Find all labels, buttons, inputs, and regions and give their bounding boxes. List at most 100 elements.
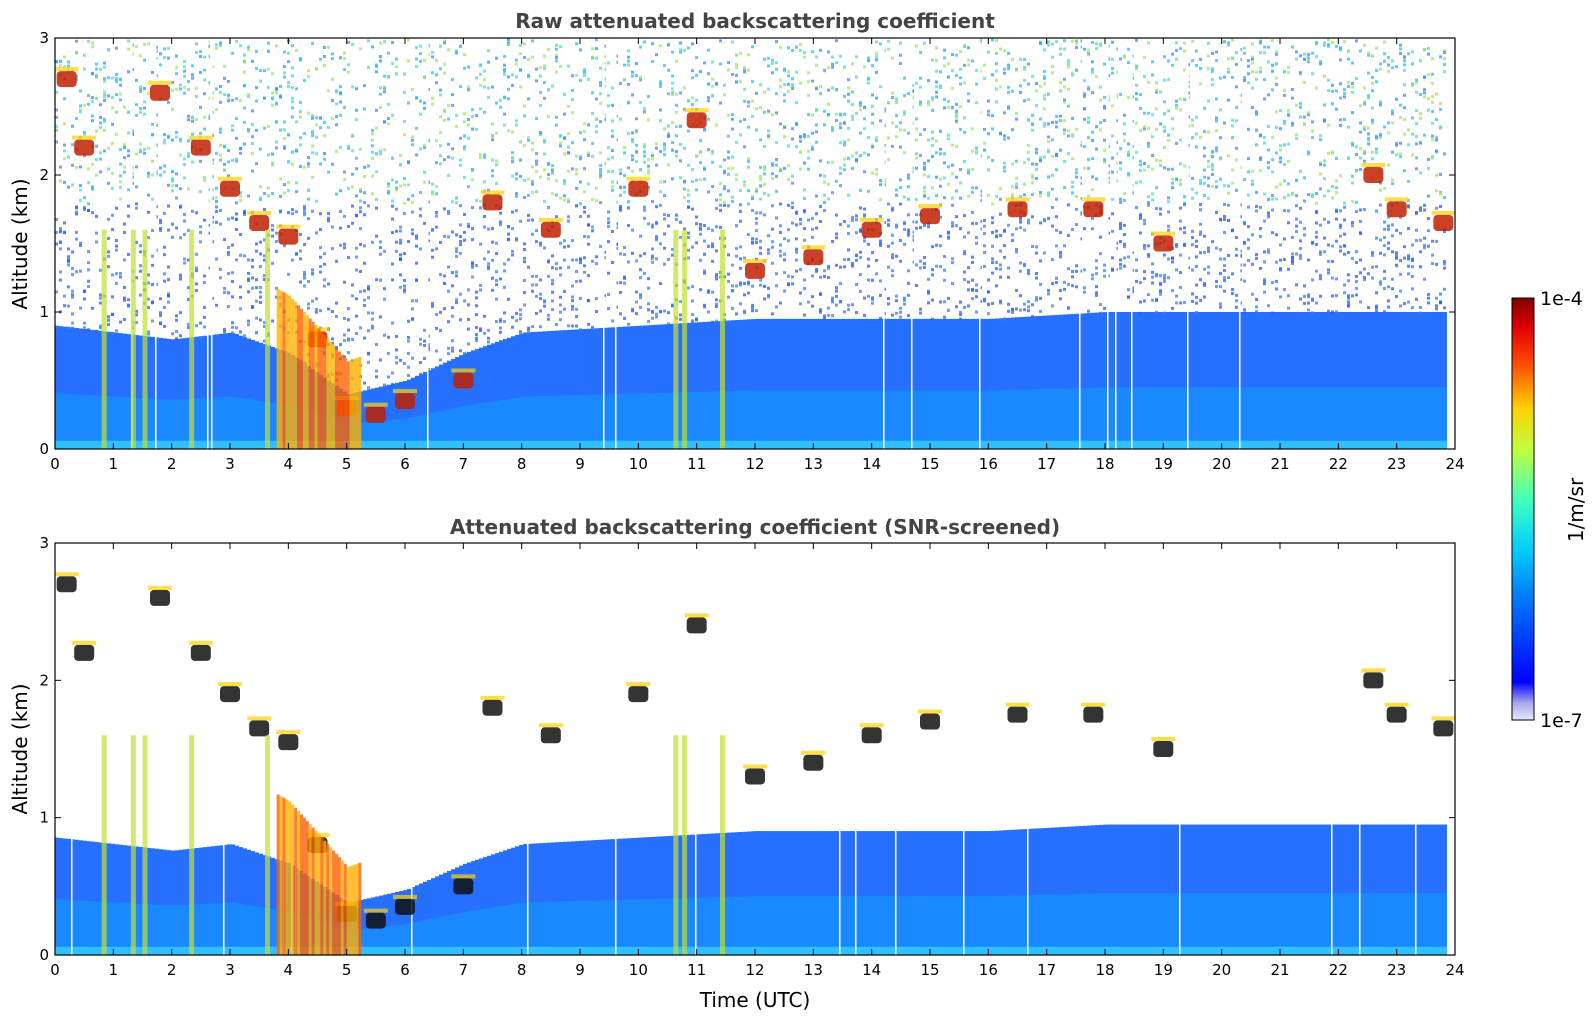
heatmap-column xyxy=(63,55,67,449)
cloud-mark-edge xyxy=(276,224,301,229)
heatmap-column xyxy=(519,844,523,955)
heatmap-column xyxy=(999,830,1003,955)
heatmap-column xyxy=(831,55,835,449)
heatmap-column xyxy=(635,837,639,955)
heatmap-column xyxy=(203,55,207,449)
cloud-mark-edge xyxy=(1361,163,1386,167)
heatmap-column xyxy=(555,43,559,449)
heatmap-column xyxy=(55,837,59,955)
heatmap-column xyxy=(407,38,411,449)
heatmap-column xyxy=(223,543,227,955)
heatmap-column xyxy=(1363,824,1367,955)
heatmap-column xyxy=(871,831,875,955)
cloud-mark xyxy=(920,208,940,225)
heatmap-streak xyxy=(130,229,136,449)
x-tick-label: 20 xyxy=(1212,961,1231,979)
heatmap-column xyxy=(67,60,71,449)
heatmap-column xyxy=(99,842,103,955)
heatmap-column xyxy=(127,39,131,449)
heatmap-column xyxy=(983,831,987,955)
heatmap-column xyxy=(171,850,175,955)
heatmap-column xyxy=(427,38,431,449)
heatmap-streak xyxy=(673,735,679,955)
heatmap-column xyxy=(235,39,239,449)
heatmap-column xyxy=(1359,543,1363,955)
heatmap-hot-strip xyxy=(349,866,353,955)
x-tick-label: 23 xyxy=(1387,455,1406,473)
heatmap-column xyxy=(891,831,895,955)
y-tick-label: 2 xyxy=(39,166,49,184)
heatmap-column xyxy=(1379,824,1383,955)
x-tick-label: 14 xyxy=(862,455,881,473)
heatmap-column xyxy=(1211,824,1215,955)
panel-raw-y-label: Altitude (km) xyxy=(8,178,32,309)
heatmap-column xyxy=(1103,62,1107,449)
cloud-mark xyxy=(220,180,240,197)
heatmap-column xyxy=(987,831,991,955)
x-tick-label: 17 xyxy=(1037,961,1056,979)
heatmap-column xyxy=(1247,824,1251,955)
heatmap-column xyxy=(227,844,231,955)
heatmap-column xyxy=(1259,824,1263,955)
heatmap-column xyxy=(215,845,219,955)
panel-raw-plot-area xyxy=(55,38,1455,449)
cloud-mark xyxy=(190,139,211,156)
heatmap-column xyxy=(251,59,255,449)
heatmap-column xyxy=(371,45,375,449)
heatmap-hot-strip xyxy=(314,325,318,449)
heatmap-column xyxy=(407,888,411,955)
heatmap-column xyxy=(119,844,123,955)
heatmap-column xyxy=(535,843,539,955)
heatmap-column xyxy=(415,45,419,449)
heatmap-column xyxy=(911,831,915,955)
cloud-mark-edge xyxy=(626,682,651,687)
heatmap-column xyxy=(567,64,571,449)
heatmap-column xyxy=(1423,824,1427,955)
heatmap-column xyxy=(447,870,451,955)
y-tick-label: 1 xyxy=(39,303,49,321)
heatmap-column xyxy=(1063,39,1067,449)
cloud-mark-edge xyxy=(55,572,79,577)
heatmap-column xyxy=(1243,824,1247,955)
heatmap-column xyxy=(1163,824,1167,955)
x-tick-label: 15 xyxy=(920,961,939,979)
cloud-mark xyxy=(249,214,270,231)
heatmap-column xyxy=(219,41,223,449)
x-tick-label: 18 xyxy=(1095,961,1114,979)
heatmap-column xyxy=(967,831,971,955)
heatmap-column xyxy=(411,88,415,449)
heatmap-column xyxy=(123,105,127,449)
heatmap-column xyxy=(151,848,155,955)
heatmap-column xyxy=(907,92,911,449)
panel-raw: Raw attenuated backscattering coefficien… xyxy=(8,9,1465,473)
heatmap-column xyxy=(475,76,479,449)
x-tick-label: 3 xyxy=(225,961,235,979)
panel-raw-x-ticks: 0 1 2 3 4 5 6 7 8 9 10 11 12 13 14 15 16 17 18 19 20 21 22 23 24 xyxy=(50,38,1465,473)
heatmap-column xyxy=(871,64,875,449)
y-tick-label: 3 xyxy=(39,29,49,47)
heatmap-column xyxy=(707,833,711,955)
heatmap-column xyxy=(607,839,611,955)
heatmap-column xyxy=(219,845,223,955)
cloud-mark xyxy=(482,699,503,716)
heatmap-column xyxy=(587,840,591,955)
heatmap-column xyxy=(863,831,867,955)
heatmap-column xyxy=(707,48,711,449)
heatmap-hot-strip xyxy=(340,354,344,449)
x-tick-label: 16 xyxy=(979,455,998,473)
heatmap-column xyxy=(1231,824,1235,955)
heatmap-column xyxy=(259,69,263,449)
heatmap-column xyxy=(75,39,79,449)
heatmap-column xyxy=(891,56,895,449)
x-tick-label: 0 xyxy=(50,455,60,473)
heatmap-hot-strip xyxy=(317,834,321,955)
heatmap-column xyxy=(1183,824,1187,955)
heatmap-hot-strip xyxy=(337,351,341,449)
heatmap-hot-strip xyxy=(282,797,286,955)
heatmap-column xyxy=(499,851,503,955)
heatmap-column xyxy=(139,846,143,955)
cloud-mark-edge xyxy=(626,176,651,181)
cloud-mark-edge xyxy=(538,217,563,222)
heatmap-column xyxy=(735,53,739,449)
heatmap-column xyxy=(1435,92,1439,449)
